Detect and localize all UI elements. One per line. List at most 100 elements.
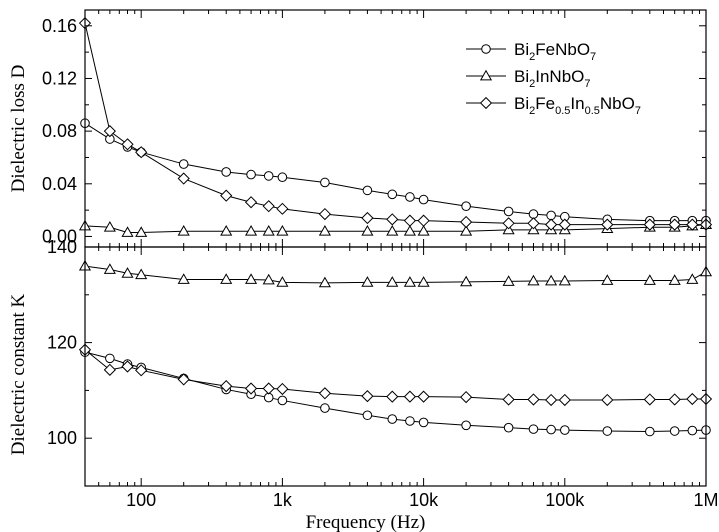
loss-point-bi2fenbo7 bbox=[387, 189, 398, 200]
constant-point-bi2fenbo7 bbox=[503, 422, 514, 433]
constant-point-bi2innbo7 bbox=[386, 276, 399, 287]
constant-y-tick-label: 100 bbox=[47, 428, 77, 448]
dielectric-constant-panel: 100 120 140 100 1k 10k 100k 1M Dielectric cons… bbox=[8, 237, 719, 532]
loss-point-bi2innbo7 bbox=[361, 224, 374, 236]
constant-point-bi2innbo7 bbox=[177, 273, 190, 284]
constant-point-bi2fenbo7 bbox=[602, 426, 613, 436]
constant-point-bi2fe0-5in0-5nbo7 bbox=[103, 363, 116, 376]
dielectric-loss-x-ticks bbox=[84, 10, 707, 247]
legend-label: Bi2FeNbO7 bbox=[514, 40, 596, 63]
loss-point-bi2fenbo7 bbox=[503, 206, 514, 217]
frequency-x-label: Frequency (Hz) bbox=[306, 512, 426, 532]
constant-point-bi2fenbo7 bbox=[669, 426, 680, 436]
constant-point-bi2fenbo7 bbox=[645, 426, 655, 437]
dielectric-constant-series-layer bbox=[78, 259, 713, 437]
loss-point-bi2fenbo7 bbox=[221, 167, 232, 177]
constant-point-bi2innbo7 bbox=[686, 273, 699, 284]
constant-point-bi2innbo7 bbox=[527, 274, 540, 286]
frequency-x-tick-label: 1M bbox=[693, 490, 718, 510]
loss-y-tick-label: 0.08 bbox=[42, 121, 77, 141]
constant-point-bi2innbo7 bbox=[121, 267, 134, 278]
frequency-x-tick-label: 10k bbox=[409, 490, 439, 510]
constant-point-bi2innbo7 bbox=[545, 274, 558, 286]
constant-point-bi2innbo7 bbox=[276, 276, 289, 287]
loss-point-bi2fe0-5in0-5nbo7 bbox=[103, 125, 116, 138]
constant-point-bi2fenbo7 bbox=[546, 424, 556, 435]
loss-point-bi2fenbo7 bbox=[277, 172, 288, 183]
constant-series-bi2fe0-5in0-5nbo7 bbox=[78, 343, 713, 407]
loss-point-bi2fe0-5in0-5nbo7 bbox=[361, 211, 374, 225]
constant-line-bi2fenbo7 bbox=[84, 351, 707, 433]
constant-series-bi2fenbo7 bbox=[80, 347, 711, 437]
loss-point-bi2fe0-5in0-5nbo7 bbox=[417, 214, 430, 227]
constant-point-bi2fe0-5in0-5nbo7 bbox=[276, 382, 289, 396]
loss-point-bi2fe0-5in0-5nbo7 bbox=[121, 138, 134, 151]
legend-item-bi2fenbo7: Bi2FeNbO7 bbox=[466, 40, 596, 63]
loss-point-bi2fe0-5in0-5nbo7 bbox=[502, 217, 515, 230]
constant-y-tick-label: 140 bbox=[47, 237, 77, 257]
loss-point-bi2fe0-5in0-5nbo7 bbox=[686, 218, 699, 231]
constant-point-bi2fenbo7 bbox=[277, 395, 288, 406]
dielectric-loss-plot-frame bbox=[84, 9, 707, 248]
loss-point-bi2innbo7 bbox=[103, 221, 116, 232]
loss-y-tick-label: 0.04 bbox=[42, 174, 77, 194]
constant-line-bi2innbo7 bbox=[84, 265, 707, 284]
constant-y-tick-label: 120 bbox=[47, 333, 77, 353]
constant-point-bi2innbo7 bbox=[262, 273, 275, 285]
loss-point-bi2innbo7 bbox=[262, 224, 275, 236]
loss-point-bi2fenbo7 bbox=[418, 194, 429, 205]
constant-point-bi2innbo7 bbox=[460, 275, 473, 287]
legend-marker-triangle bbox=[479, 69, 493, 81]
constant-point-bi2fenbo7 bbox=[362, 410, 373, 421]
loss-point-bi2innbo7 bbox=[220, 224, 233, 236]
loss-point-bi2fe0-5in0-5nbo7 bbox=[276, 202, 289, 215]
loss-point-bi2fenbo7 bbox=[405, 192, 415, 202]
loss-point-bi2fe0-5in0-5nbo7 bbox=[386, 213, 399, 226]
loss-point-bi2fenbo7 bbox=[461, 201, 471, 211]
constant-point-bi2fe0-5in0-5nbo7 bbox=[558, 393, 571, 407]
loss-series-bi2innbo7 bbox=[78, 218, 713, 237]
constant-point-bi2fe0-5in0-5nbo7 bbox=[686, 392, 699, 406]
loss-point-bi2fe0-5in0-5nbo7 bbox=[177, 172, 190, 185]
constant-point-bi2fe0-5in0-5nbo7 bbox=[361, 390, 374, 403]
loss-point-bi2fe0-5in0-5nbo7 bbox=[643, 218, 656, 231]
loss-series-bi2fe0-5in0-5nbo7 bbox=[78, 17, 713, 231]
loss-point-bi2innbo7 bbox=[386, 224, 399, 236]
constant-point-bi2fe0-5in0-5nbo7 bbox=[601, 393, 614, 407]
constant-point-bi2fe0-5in0-5nbo7 bbox=[545, 393, 558, 407]
loss-point-bi2innbo7 bbox=[318, 224, 331, 236]
constant-point-bi2innbo7 bbox=[135, 268, 148, 280]
constant-point-bi2fe0-5in0-5nbo7 bbox=[318, 387, 332, 400]
constant-point-bi2fenbo7 bbox=[461, 420, 471, 431]
constant-point-bi2fe0-5in0-5nbo7 bbox=[244, 382, 258, 395]
loss-point-bi2fe0-5in0-5nbo7 bbox=[403, 214, 417, 227]
loss-point-bi2fenbo7 bbox=[546, 210, 556, 221]
legend-label: Bi2InNbO7 bbox=[514, 67, 591, 90]
constant-point-bi2fenbo7 bbox=[528, 424, 539, 434]
loss-point-bi2innbo7 bbox=[417, 224, 430, 236]
constant-point-bi2fenbo7 bbox=[687, 425, 698, 436]
dielectric-loss-y-axis: 0.00 0.04 0.08 0.12 0.16 bbox=[42, 16, 706, 246]
constant-point-bi2fe0-5in0-5nbo7 bbox=[417, 390, 430, 403]
legend-item-bi2innbo7: Bi2InNbO7 bbox=[466, 67, 591, 90]
loss-point-bi2fenbo7 bbox=[178, 159, 189, 169]
loss-line-bi2fe0-5in0-5nbo7 bbox=[84, 23, 706, 226]
dielectric-constant-plot-frame bbox=[84, 246, 707, 487]
constant-point-bi2fe0-5in0-5nbo7 bbox=[459, 390, 473, 404]
loss-y-tick-label: 0.00 bbox=[42, 226, 77, 246]
constant-point-bi2fenbo7 bbox=[559, 425, 570, 435]
loss-point-bi2fenbo7 bbox=[362, 185, 373, 196]
loss-series-bi2fenbo7 bbox=[80, 118, 711, 226]
legend-marker-diamond bbox=[479, 96, 493, 110]
constant-point-bi2fe0-5in0-5nbo7 bbox=[386, 390, 399, 403]
loss-point-bi2fenbo7 bbox=[528, 209, 539, 219]
loss-point-bi2fenbo7 bbox=[263, 171, 274, 181]
constant-point-bi2fe0-5in0-5nbo7 bbox=[220, 379, 233, 393]
constant-point-bi2fe0-5in0-5nbo7 bbox=[403, 390, 417, 403]
frequency-x-tick-label: 1k bbox=[273, 490, 293, 510]
constant-point-bi2innbo7 bbox=[361, 276, 374, 287]
loss-point-bi2fe0-5in0-5nbo7 bbox=[318, 207, 332, 221]
constant-point-bi2fe0-5in0-5nbo7 bbox=[262, 382, 275, 395]
loss-point-bi2innbo7 bbox=[403, 224, 416, 236]
loss-point-bi2fe0-5in0-5nbo7 bbox=[220, 189, 233, 202]
